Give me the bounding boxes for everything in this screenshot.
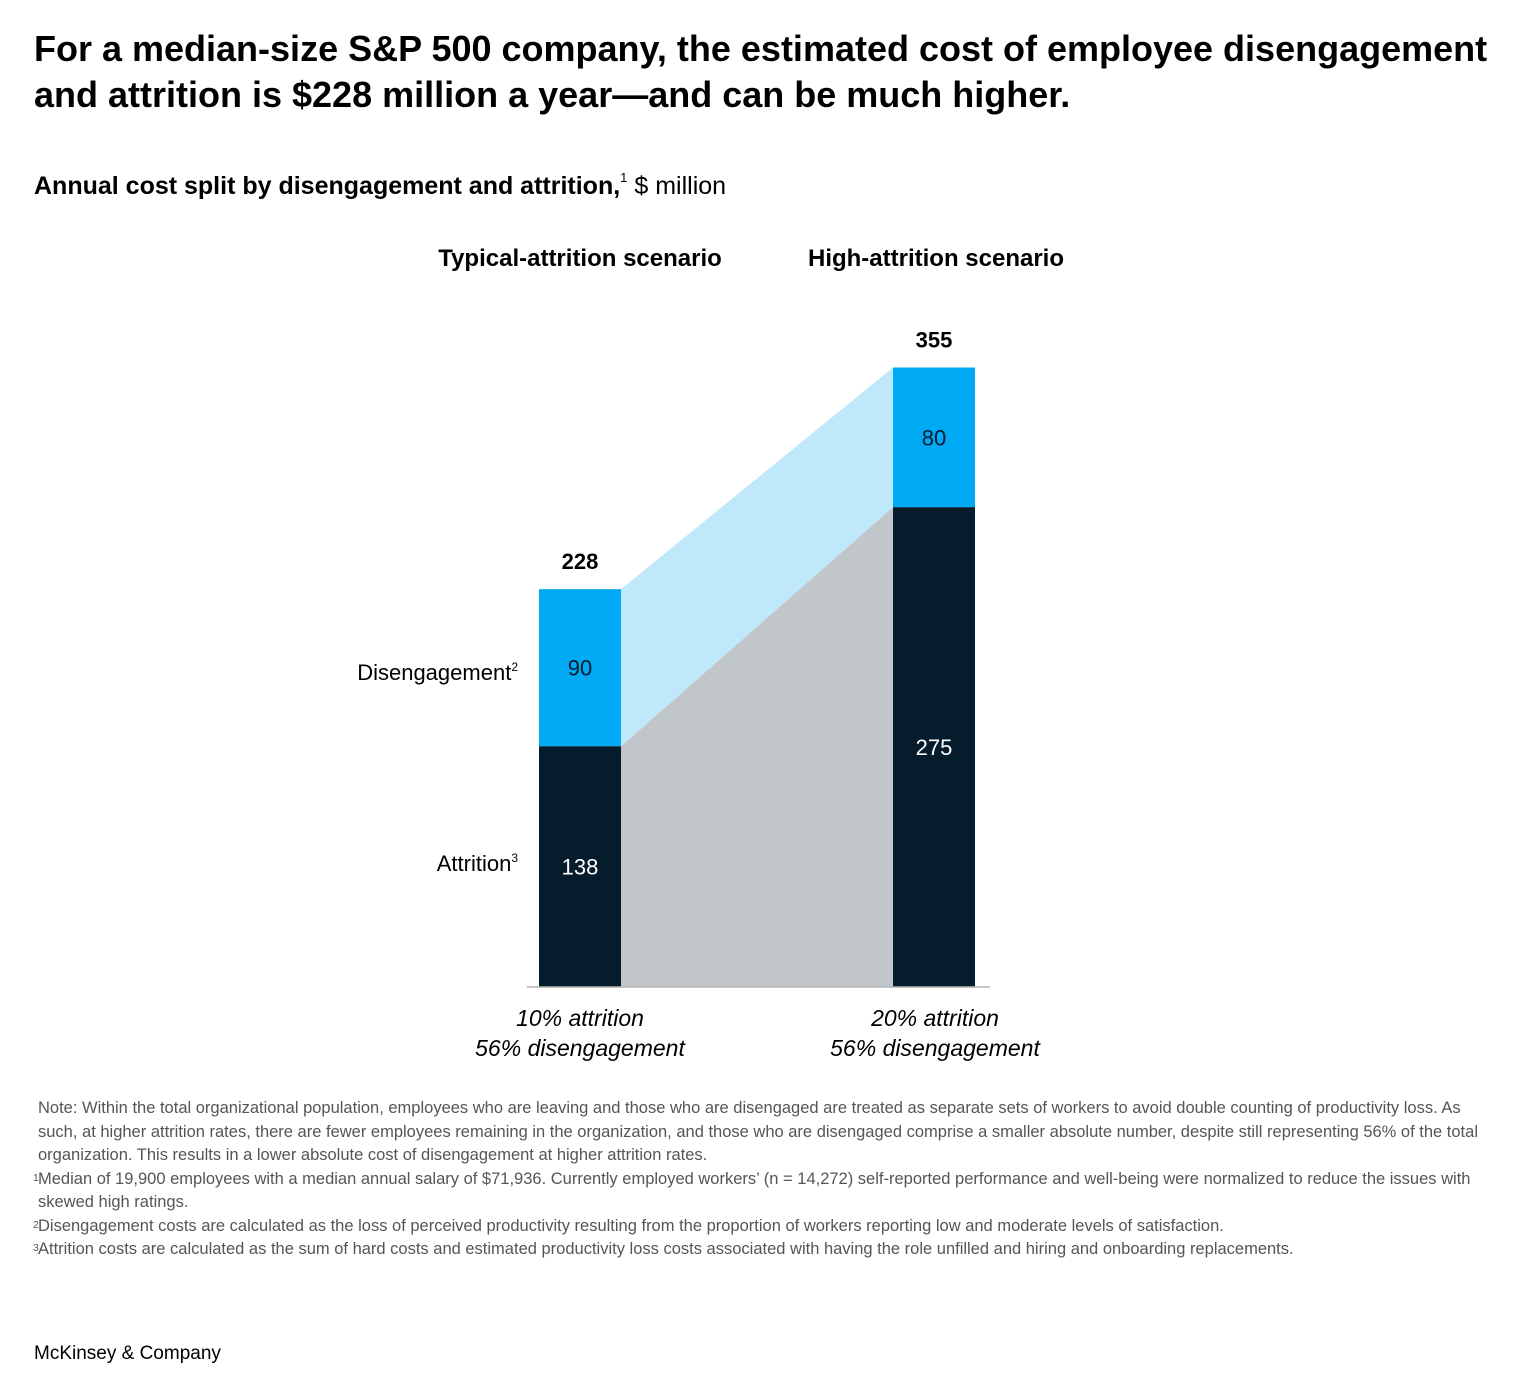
footnote-3: 3 Attrition costs are calculated as the s… [33,1238,1494,1262]
footnotes: Note: Within the total organizational po… [33,1097,1494,1262]
note-text: Note: Within the total organizational po… [38,1099,1478,1164]
series-label-disengagement-ref: 2 [511,660,518,674]
category-subtitle-typical-line2: 56% disengagement [475,1035,685,1061]
footnote-2-text: Disengagement costs are calculated as th… [38,1216,1224,1235]
category-subtitle-high-line2: 56% disengagement [830,1035,1040,1061]
value-label-disengagement-typical: 90 [568,656,592,681]
brand-logo-text: McKinsey & Company [34,1343,221,1364]
series-label-disengagement-text: Disengagement [357,660,512,685]
category-subtitle-high: 20% attrition 56% disengagement [755,1003,1115,1063]
series-label-disengagement: Disengagement2 [357,659,518,687]
chart-subtitle: Annual cost split by disengagement and a… [34,170,726,202]
series-label-attrition-ref: 3 [511,851,518,865]
value-label-attrition-high: 275 [916,735,953,760]
footnote-1: 1 Median of 19,900 employees with a media… [33,1168,1494,1215]
bar-attrition-high [893,507,975,987]
category-label-typical: Typical-attrition scenario [438,245,722,272]
series-label-attrition-text: Attrition [436,851,512,876]
footnote-1-ref: 1 [33,1171,39,1184]
subtitle-footnote-ref: 1 [620,170,628,185]
bar-attrition-typical [539,746,621,987]
footnote-3-ref: 3 [33,1242,39,1254]
bar-disengagement-typical [539,589,621,747]
value-label-attrition-typical: 138 [562,855,599,880]
total-label-typical: 228 [562,549,599,574]
footnote-2: 2 Disengagement costs are calculated as t… [33,1215,1494,1239]
bar-disengagement-high [893,367,975,508]
footnote-2-ref: 2 [33,1218,39,1231]
series-label-attrition: Attrition3 [437,850,518,878]
value-label-disengagement-high: 80 [922,425,946,450]
chart-title: For a median-size S&P 500 company, the e… [34,28,1488,115]
category-label-high: High-attrition scenario [807,245,1065,272]
category-subtitle-high-line1: 20% attrition [871,1005,999,1031]
total-label-high: 355 [916,328,953,353]
category-subtitle-typical: 10% attrition 56% disengagement [400,1003,760,1063]
category-subtitle-typical-line1: 10% attrition [516,1005,644,1031]
footnote-1-text: Median of 19,900 employees with a median… [38,1169,1471,1212]
footnote-3-text: Attrition costs are calculated as the su… [38,1240,1294,1258]
subtitle-unit: $ million [634,172,727,200]
subtitle-main: Annual cost split by disengagement and a… [34,172,621,200]
disengagement-connector [621,367,893,747]
attrition-connector [621,507,893,987]
